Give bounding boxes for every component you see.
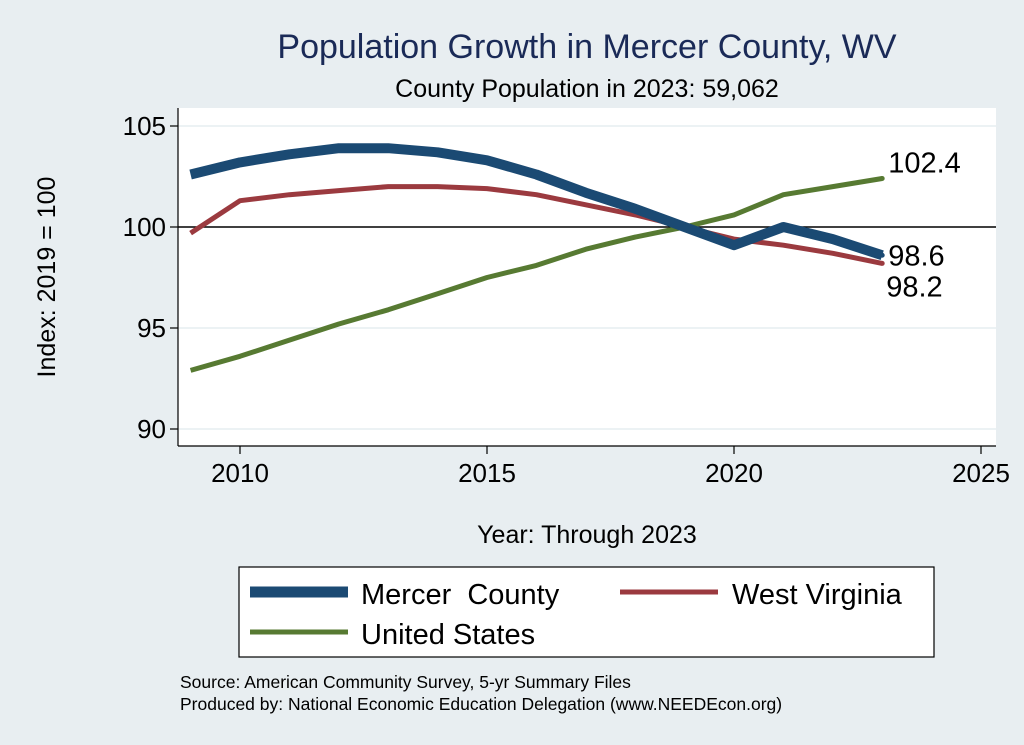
legend-label-mercer: Mercer County (361, 579, 560, 611)
grid-lines (178, 125, 996, 430)
series-end-point (879, 176, 885, 182)
legend-label-us: United States (361, 619, 535, 651)
end-value-label: 98.6 (888, 240, 944, 272)
y-axis-label: Index: 2019 = 100 (33, 177, 61, 378)
legend-label-wv: West Virginia (732, 579, 903, 611)
x-axis-label: Year: Through 2023 (477, 521, 697, 549)
end-labels: 98.698.2 102.4 (886, 148, 961, 304)
footer-producer: Produced by: National Economic Education… (180, 694, 782, 714)
chart-subtitle: County Population in 2023: 59,062 (395, 75, 779, 103)
x-tick-label: 2025 (952, 458, 1010, 488)
y-tick-label: 95 (137, 313, 166, 343)
x-tick-label: 2015 (458, 458, 516, 488)
legend: Mercer County West Virginia United State… (238, 566, 935, 658)
axes: 90 95 100 105 2010 2015 2020 2025 (123, 108, 1010, 488)
y-tick-label: 90 (137, 414, 166, 444)
legend-box (238, 566, 935, 658)
series-lines (189, 143, 885, 373)
series-line-united-states (189, 176, 883, 373)
x-tick-label: 2010 (211, 458, 269, 488)
series-line-mercer-county (189, 143, 884, 261)
y-tick-label: 100 (123, 212, 166, 242)
series-end-point (879, 252, 885, 258)
end-value-label: 102.4 (888, 148, 961, 180)
x-tick-label: 2020 (705, 458, 763, 488)
series-line-west-virginia (189, 184, 883, 266)
series-end-point (879, 260, 885, 266)
end-value-label: 98.2 (886, 271, 942, 303)
plot-area (178, 108, 996, 446)
y-tick-label: 105 (123, 111, 166, 141)
footer-source: Source: American Community Survey, 5-yr … (180, 672, 631, 692)
chart-title: Population Growth in Mercer County, WV (277, 28, 896, 66)
